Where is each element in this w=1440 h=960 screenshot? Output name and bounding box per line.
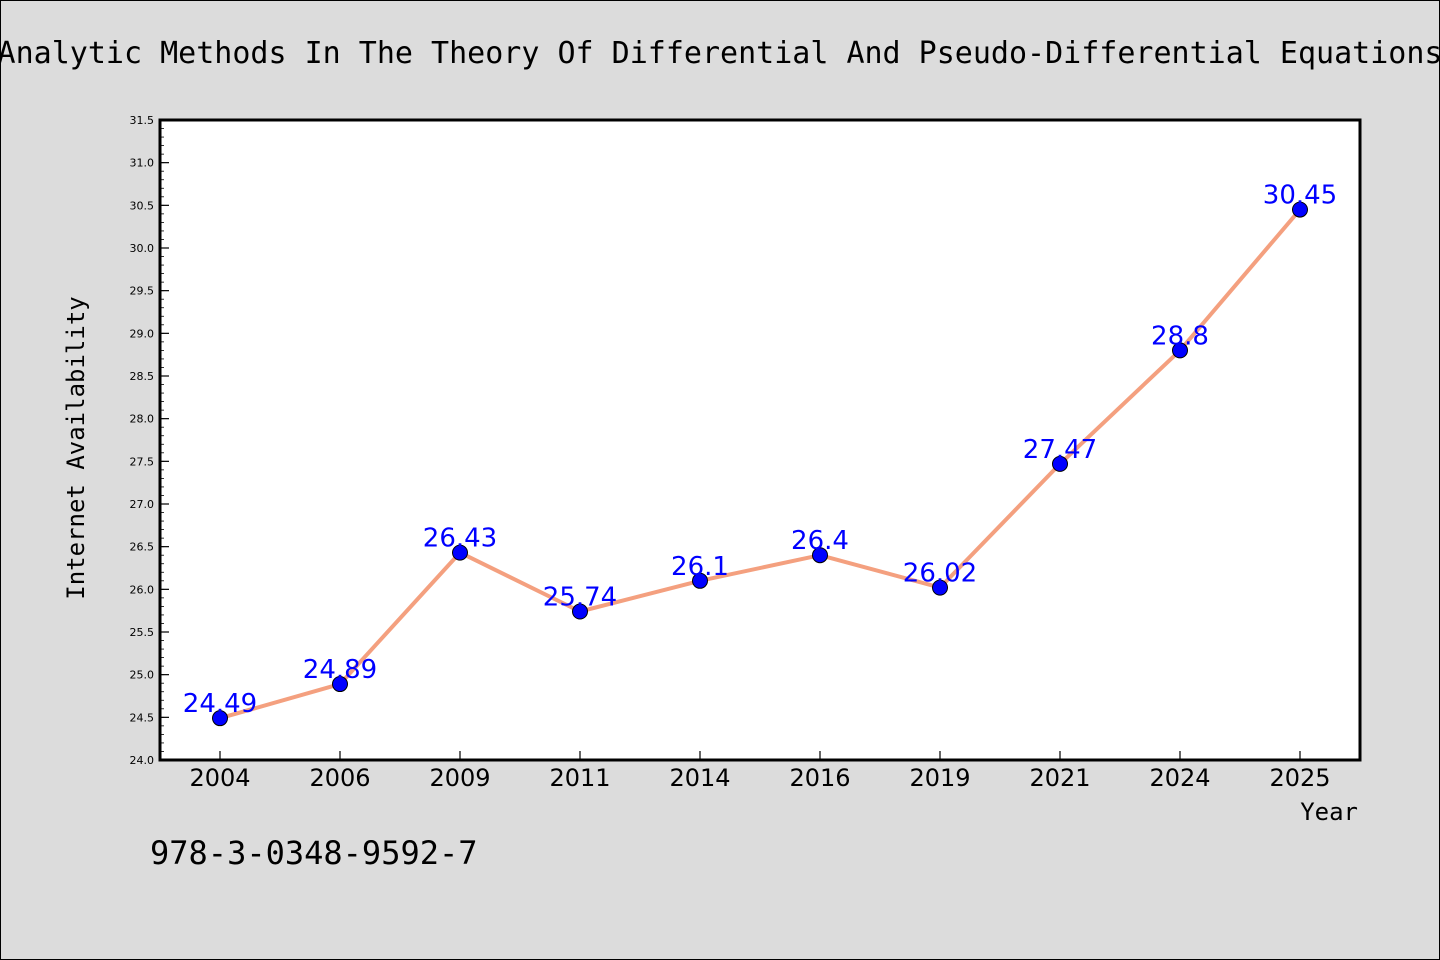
data-labels: 24.49 24.89 26.43 25.74 26.1 26.4 26.02 27.47 28… [183, 181, 1337, 720]
y-tick-label: 28.0 [130, 413, 155, 426]
y-tick-label: 24.0 [130, 754, 155, 767]
x-tick-label: 2024 [1149, 764, 1210, 792]
x-tick-label: 2011 [549, 764, 610, 792]
data-point [692, 572, 708, 589]
x-tick-label: 2009 [429, 764, 490, 792]
isbn-text: 978-3-0348-9592-7 [150, 834, 478, 872]
x-tick-label: 2021 [1029, 764, 1090, 792]
y-tick-label: 28.5 [130, 370, 155, 383]
data-label: 28.8 [1151, 321, 1209, 351]
y-tick-label: 25.5 [130, 626, 155, 639]
data-point [1292, 201, 1308, 218]
x-tick-label: 2025 [1269, 764, 1330, 792]
series-markers [212, 201, 1308, 727]
data-label: 30.45 [1263, 181, 1337, 211]
data-label: 26.4 [791, 526, 849, 556]
series-line [219, 208, 1302, 721]
x-tick-label: 2014 [669, 764, 730, 792]
data-label: 26.43 [423, 524, 497, 554]
data-point [1172, 342, 1188, 359]
y-axis: 24.0 24.5 25.0 25.5 26.0 26.5 27.0 27.5 28.0 28.5… [130, 114, 169, 767]
data-label: 25.74 [543, 583, 617, 613]
y-tick-label: 31.5 [130, 114, 155, 127]
x-tick-label: 2006 [309, 764, 370, 792]
data-point [932, 579, 948, 596]
y-tick-label: 25.0 [130, 669, 155, 682]
chart-title: Analytic Methods In The Theory Of Differ… [0, 36, 1440, 71]
x-tick-label: 2004 [189, 764, 250, 792]
data-point [452, 544, 468, 561]
data-point [812, 547, 828, 564]
y-tick-label: 30.0 [130, 242, 155, 255]
y-tick-label: 26.0 [130, 583, 155, 596]
y-tick-label: 27.0 [130, 498, 155, 511]
x-axis: 2004 2006 2009 2011 2014 2016 2019 2021 2024 2025 [189, 751, 1331, 792]
y-tick-label: 29.0 [130, 327, 155, 340]
data-label: 27.47 [1023, 435, 1097, 465]
y-tick-label: 30.5 [130, 199, 155, 212]
y-tick-label: 24.5 [130, 711, 155, 724]
data-point [572, 603, 588, 620]
data-point [212, 710, 228, 727]
y-tick-label: 27.5 [130, 455, 155, 468]
data-label: 26.02 [903, 559, 977, 589]
x-tick-label: 2016 [789, 764, 850, 792]
plot-area [158, 118, 1362, 762]
y-tick-label: 26.5 [130, 541, 155, 554]
data-label: 26.1 [671, 552, 729, 582]
y-tick-label: 29.5 [130, 285, 155, 298]
data-point [1052, 455, 1068, 472]
x-tick-label: 2019 [909, 764, 970, 792]
data-point [332, 676, 348, 693]
y-axis-label: Internet Availability [62, 296, 90, 599]
x-axis-label: Year [1300, 798, 1358, 826]
data-label: 24.89 [303, 655, 377, 685]
data-label: 24.49 [183, 689, 257, 719]
y-tick-label: 31.0 [130, 157, 155, 170]
